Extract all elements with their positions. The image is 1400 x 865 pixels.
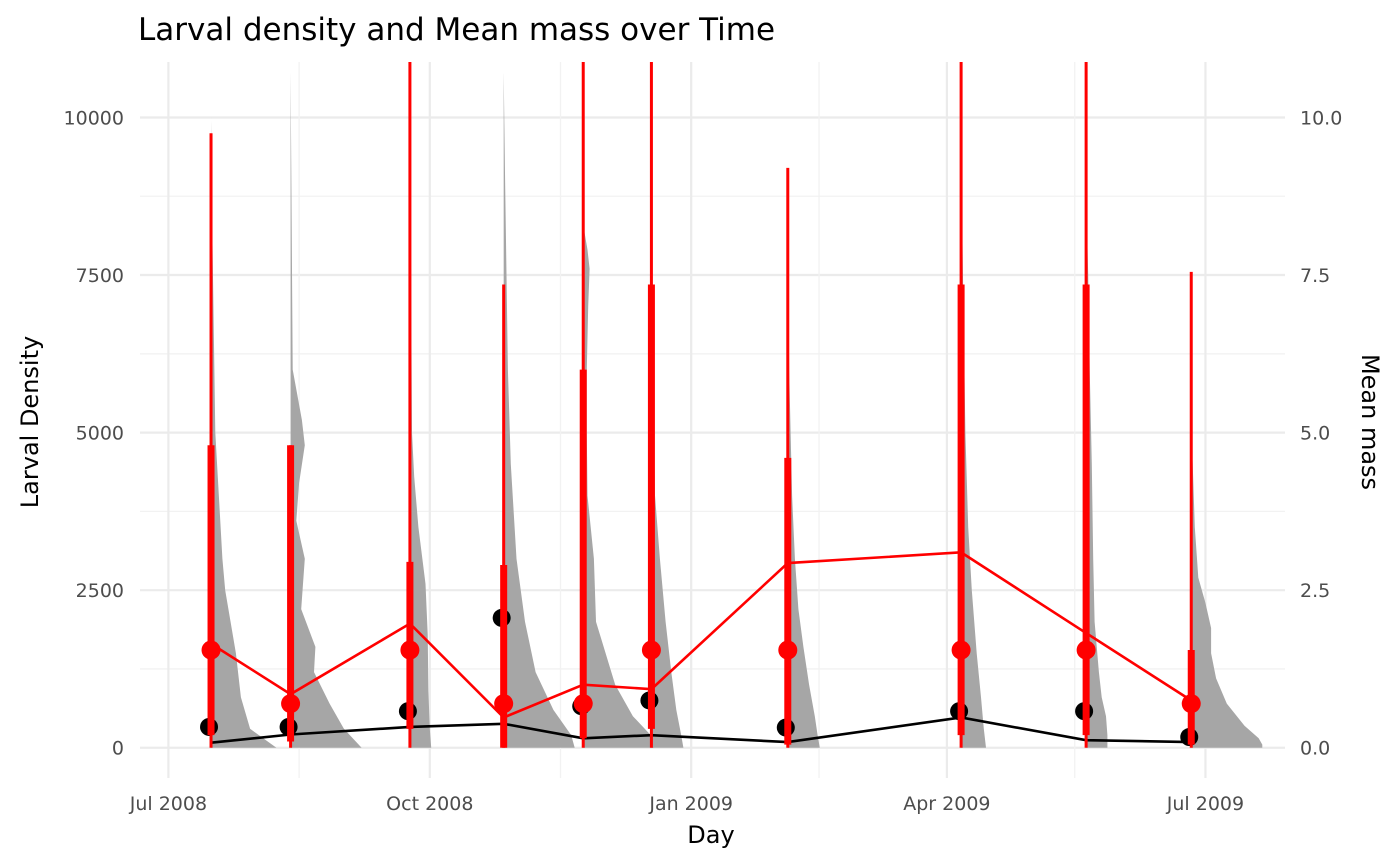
y-right-axis-title: Mean mass [1356, 354, 1384, 490]
density-distribution [651, 275, 684, 748]
mass-point [281, 694, 301, 714]
mass-point [778, 640, 798, 660]
x-tick-label: Jul 2009 [1166, 793, 1244, 815]
x-tick-label: Jan 2009 [648, 793, 733, 815]
density-distribution [1086, 193, 1108, 748]
chart-title: Larval density and Mean mass over Time [138, 12, 775, 48]
y-left-tick-label: 7500 [76, 265, 124, 287]
y-left-tick-label: 0 [112, 738, 124, 760]
density-distribution [290, 73, 362, 748]
mass-line [210, 551, 1192, 720]
mass-layer [201, 62, 1201, 748]
y-right-tick-label: 5.0 [1300, 423, 1330, 445]
density-distribution [583, 224, 655, 748]
x-tick-label: Oct 2008 [386, 793, 473, 815]
mass-point [951, 640, 971, 660]
x-tick-label: Apr 2009 [903, 793, 990, 815]
x-axis-title: Day [687, 821, 734, 849]
density-distribution [503, 73, 575, 748]
y-right-tick-label: 2.5 [1300, 580, 1330, 602]
y-left-tick-label: 5000 [76, 423, 124, 445]
distribution-layer [211, 67, 1263, 748]
grid [140, 62, 1285, 778]
density-distribution [787, 256, 820, 748]
density-layer [200, 608, 1199, 747]
density-distribution [211, 117, 277, 748]
y-left-axis-title: Larval Density [16, 336, 44, 508]
tick-labels: Jul 2008 Oct 2008 Jan 2009 Apr 2009 Jul 2009… [64, 107, 1343, 815]
mass-point [573, 694, 593, 714]
mass-point [201, 640, 221, 660]
density-distribution [961, 117, 986, 748]
y-left-tick-label: 10000 [64, 107, 124, 129]
mass-point [1076, 640, 1096, 660]
y-right-tick-label: 10.0 [1300, 107, 1342, 129]
y-right-tick-label: 0.0 [1300, 738, 1330, 760]
density-distribution [1191, 432, 1263, 748]
mass-point [494, 694, 514, 714]
x-tick-label: Jul 2008 [129, 793, 207, 815]
mass-point [641, 640, 661, 660]
mass-point [400, 640, 420, 660]
density-line [210, 716, 1192, 744]
mass-point [1181, 694, 1201, 714]
y-left-tick-label: 2500 [76, 580, 124, 602]
y-right-tick-label: 7.5 [1300, 265, 1330, 287]
density-distribution [409, 67, 432, 748]
